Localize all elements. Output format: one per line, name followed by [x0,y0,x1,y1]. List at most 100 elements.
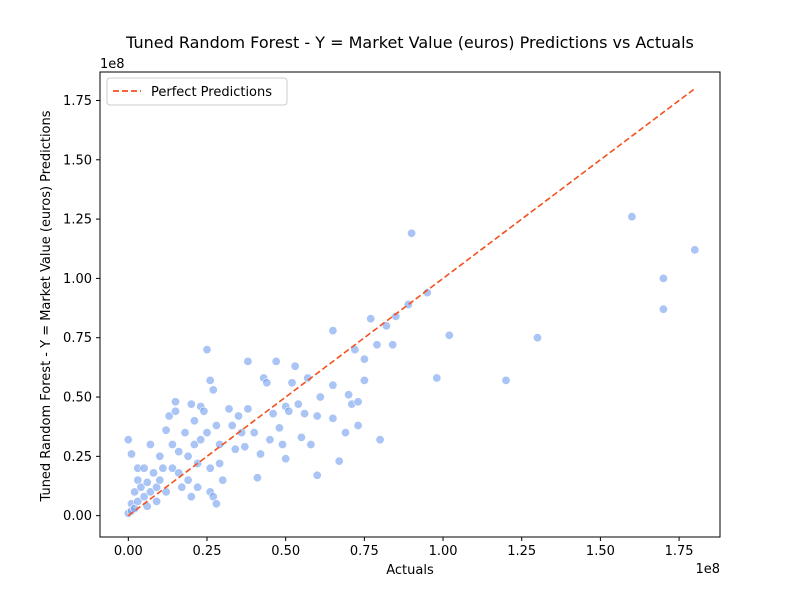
data-point-63 [243,404,253,414]
data-point-23 [161,487,171,497]
data-point-28 [171,397,181,407]
x-tick-label-7: 1.75 [665,544,694,559]
data-point-34 [183,451,193,461]
reference-line-layer [127,87,696,517]
data-point-50 [208,385,218,395]
data-point-53 [211,420,221,430]
data-point-105 [391,311,401,321]
data-point-45 [202,345,212,355]
data-point-47 [205,463,215,473]
data-point-1 [127,449,137,459]
data-point-110 [444,330,454,340]
data-point-30 [174,447,184,457]
legend: Perfect Predictions [106,77,288,106]
data-point-90 [328,326,338,336]
x-tick-label-6: 1.50 [586,544,615,559]
data-point-116 [690,245,700,255]
x-tick-label-2: 0.50 [271,544,300,559]
data-point-115 [658,273,668,283]
data-point-11 [139,463,149,473]
data-point-46 [202,428,212,438]
data-point-113 [627,212,637,222]
data-point-27 [167,463,177,473]
y-offset-label: 1e8 [100,57,125,72]
data-point-112 [532,333,542,343]
plot-frame [99,71,721,538]
data-point-89 [328,380,338,390]
y-tick-label-0: 0.00 [63,509,92,524]
data-point-20 [155,451,165,461]
data-point-19 [152,496,162,506]
y-tick-label-2: 0.50 [63,391,92,406]
data-point-49 [205,375,215,385]
data-point-92 [340,428,350,438]
x-tick-label-0: 0.00 [114,544,143,559]
data-point-72 [271,356,281,366]
data-point-24 [161,425,171,435]
data-point-4 [130,487,140,497]
data-point-59 [230,444,240,454]
legend-label-perfect-predictions: Perfect Predictions [151,85,272,100]
x-offset-label: 1e8 [695,562,720,577]
data-point-109 [432,373,442,383]
data-point-9 [133,496,143,506]
data-point-78 [287,378,297,388]
chart-title: Tuned Random Forest - Y = Market Value (… [125,33,694,52]
data-point-35 [183,475,193,485]
data-point-21 [155,475,165,485]
data-point-79 [290,361,300,371]
data-point-38 [189,416,199,426]
y-tick-label-5: 1.25 [63,213,92,228]
y-tick-label-6: 1.50 [63,153,92,168]
data-point-55 [215,458,225,468]
data-point-114 [658,304,668,314]
data-point-77 [284,406,294,416]
data-point-101 [372,340,382,350]
data-point-26 [167,439,177,449]
data-point-85 [312,470,322,480]
data-point-87 [315,392,325,402]
data-point-12 [142,477,152,487]
data-point-82 [300,409,310,419]
data-point-104 [388,340,398,350]
perfect-predictions-line [127,87,696,517]
data-point-98 [359,375,369,385]
data-point-66 [252,473,262,483]
data-point-67 [255,449,265,459]
data-point-69 [262,378,272,388]
data-point-15 [145,487,155,497]
x-axis-title: Actuals [386,563,434,578]
data-point-86 [312,411,322,421]
data-point-81 [296,432,306,442]
data-point-25 [164,411,174,421]
y-tick-label-4: 1.00 [63,272,92,287]
data-point-96 [353,420,363,430]
x-tick-label-3: 0.75 [350,544,379,559]
data-point-65 [249,428,259,438]
data-points [123,212,700,518]
data-point-73 [274,423,284,433]
data-point-99 [359,354,369,364]
data-point-88 [328,413,338,423]
data-point-103 [381,321,391,331]
data-point-44 [199,406,209,416]
data-point-62 [240,442,250,452]
data-point-102 [375,435,385,445]
data-point-91 [334,456,344,466]
data-point-71 [268,409,278,419]
data-point-10 [136,482,146,492]
x-tick-label-1: 0.25 [193,544,222,559]
data-point-100 [366,314,376,324]
data-point-93 [344,390,354,400]
data-point-56 [218,475,228,485]
data-point-74 [277,439,287,449]
data-point-41 [193,482,203,492]
data-point-22 [158,463,168,473]
data-point-58 [227,420,237,430]
data-point-13 [139,492,149,502]
x-tick-label-4: 1.00 [429,544,458,559]
data-point-80 [293,399,303,409]
y-axis-title: Tuned Random Forest - Y = Market Value (… [39,110,54,502]
data-point-36 [186,492,196,502]
